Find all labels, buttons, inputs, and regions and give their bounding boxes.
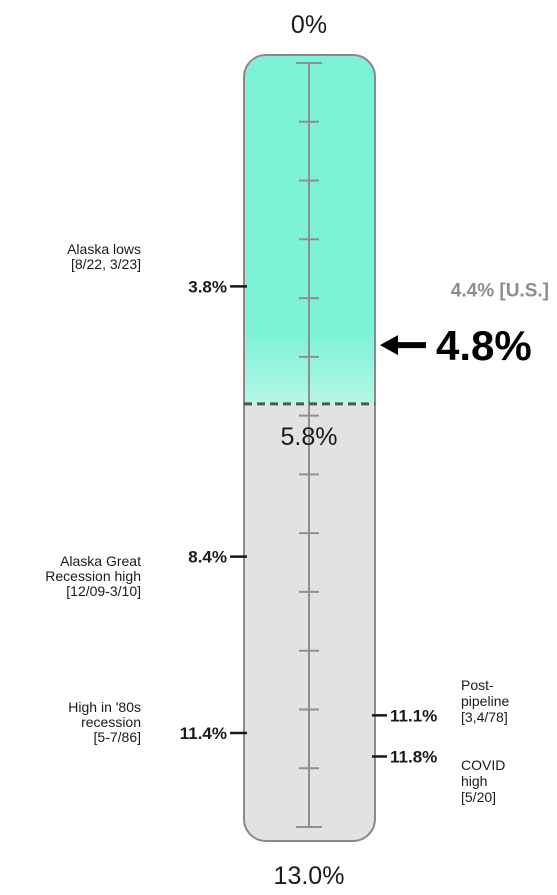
annotation-note-line: Post- [461, 677, 494, 693]
annotation-note-line: [5/20] [461, 789, 496, 805]
annotation-note-line: [8/22, 3/23] [71, 256, 141, 272]
annotation-right: 11.1% Post-pipeline[3,4/78] [372, 677, 509, 725]
scale-bottom-label: 13.0% [274, 862, 345, 890]
annotation-layer: 3.8% Alaska lows[8/22, 3/23] 8.4% Alaska Gr… [45, 241, 509, 805]
annotation-value-label: 8.4% [188, 548, 227, 567]
threshold-label: 5.8% [281, 423, 338, 451]
annotation-note-line: high [461, 773, 487, 789]
annotation-left: 3.8% Alaska lows[8/22, 3/23] [67, 241, 247, 296]
scale-top-label: 0% [291, 11, 327, 39]
comparison-label: 4.4% [U.S.] [451, 281, 549, 302]
threshold-layer: 5.8% [244, 402, 375, 451]
annotation-note-line: [5-7/86] [94, 729, 141, 745]
annotation-note-line: Alaska lows [67, 241, 141, 257]
annotation-note-line: [12/09-3/10] [66, 583, 141, 599]
annotation-note-line: recession [81, 714, 141, 730]
current-value-pointer: 4.8% 4.4% [U.S.] [380, 281, 549, 369]
annotation-note-line: High in '80s [68, 699, 141, 715]
annotation-value-label: 11.4% [180, 724, 227, 743]
annotation-note-line: Alaska Great [60, 553, 141, 569]
annotation-value-label: 11.1% [390, 706, 437, 725]
annotation-note-line: [3,4/78] [461, 709, 508, 725]
gauge-tube-outline [243, 54, 376, 842]
annotation-note-line: Recession high [45, 568, 141, 584]
current-value-label: 4.8% [436, 322, 532, 369]
annotation-note-line: COVID [461, 757, 505, 773]
annotation-value-label: 11.8% [390, 747, 437, 766]
pointer-arrowhead [380, 335, 398, 356]
annotation-value-label: 3.8% [188, 277, 227, 296]
gauge-axis [296, 62, 322, 828]
annotation-note-line: pipeline [461, 693, 509, 709]
